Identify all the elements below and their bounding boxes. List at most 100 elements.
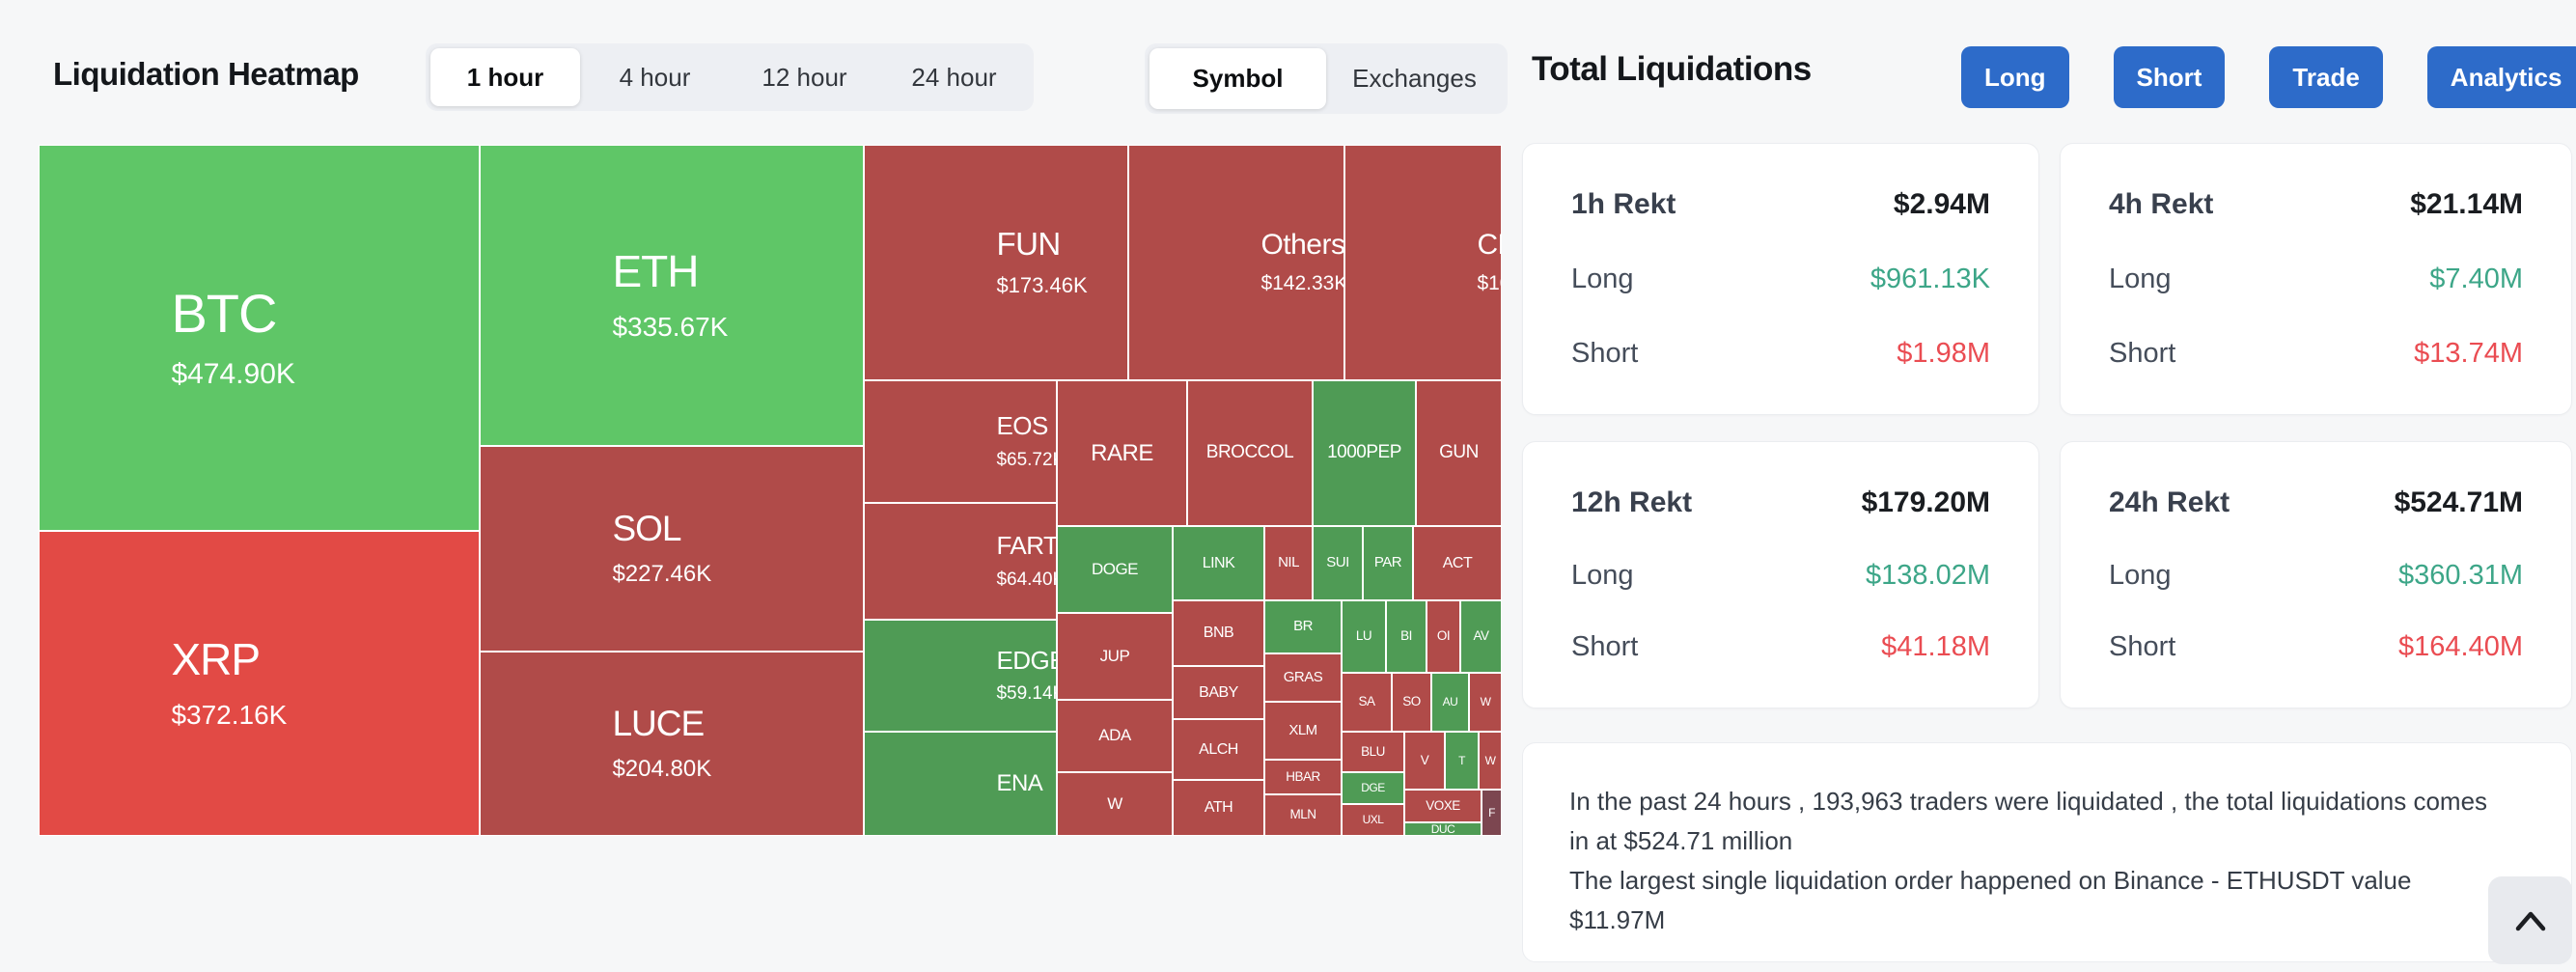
treemap-cell-ath[interactable]: ATH: [1173, 780, 1264, 836]
cell-label: DUC: [1430, 822, 1455, 836]
stats-cards: 1h Rekt $2.94M Long $961.13K Short $1.98M 4h R…: [1522, 143, 2572, 708]
treemap-cell-nil[interactable]: NIL: [1264, 526, 1313, 600]
cell-value: $65.72K: [996, 449, 1056, 470]
treemap-cell-blu[interactable]: BLU: [1342, 732, 1404, 772]
treemap-cell-fartcoin[interactable]: FARTCOIN $64.40K: [864, 503, 1057, 620]
card-row: Long $360.31M: [2109, 560, 2523, 592]
treemap-cell-bi[interactable]: BI: [1386, 600, 1426, 673]
view-tab-symbol[interactable]: Symbol: [1150, 48, 1326, 109]
treemap-cell-sol[interactable]: SOL $227.46K: [480, 446, 864, 652]
treemap-cell-eth[interactable]: ETH $335.67K: [480, 145, 864, 446]
summary-line: in at $524.71 million: [1569, 826, 1793, 855]
cell-label: DOGE: [1091, 559, 1139, 578]
cell-label: ETH: [612, 246, 699, 297]
cell-label: AV: [1473, 628, 1489, 644]
treemap-cell-ada[interactable]: ADA: [1056, 700, 1173, 772]
treemap-cell-w[interactable]: W: [1056, 771, 1173, 836]
treemap-cell-doge[interactable]: DOGE: [1056, 526, 1173, 613]
cell-value: $227.46K: [612, 561, 712, 588]
treemap-cell-others[interactable]: Others $142.33K: [1128, 145, 1344, 380]
treemap-cell-br[interactable]: BR: [1264, 600, 1342, 653]
treemap-cell-so[interactable]: SO: [1392, 672, 1431, 732]
treemap-cell-alch[interactable]: ALCH: [1173, 718, 1264, 780]
action-button-trade[interactable]: Trade: [2269, 46, 2383, 108]
action-button-short[interactable]: Short: [2113, 46, 2226, 108]
treemap-cell-sa[interactable]: SA: [1342, 672, 1392, 732]
action-button-long[interactable]: Long: [1961, 46, 2069, 108]
card-row: Long $138.02M: [1571, 560, 1990, 592]
time-tab-4-hour[interactable]: 4 hour: [619, 62, 691, 92]
total-liquidations-title: Total Liquidations: [1532, 50, 1812, 88]
cell-label: AU: [1442, 695, 1458, 708]
card-total-value: $524.71M: [2394, 486, 2523, 518]
scroll-top-button[interactable]: [2488, 876, 2572, 964]
treemap-cell-ena[interactable]: ENA: [864, 732, 1057, 836]
treemap-cell-sui[interactable]: SUI: [1313, 526, 1363, 600]
treemap-cell-au[interactable]: AU: [1431, 672, 1469, 732]
card-short-value: $41.18M: [1881, 631, 1990, 662]
cell-label: EOS: [996, 411, 1048, 441]
treemap-cell-rare[interactable]: RARE: [1056, 380, 1187, 526]
treemap-cell-broccol[interactable]: BROCCOL: [1187, 380, 1313, 526]
treemap-cell-1000pep[interactable]: 1000PEP: [1313, 380, 1416, 526]
treemap-cell-w[interactable]: W: [1479, 732, 1502, 790]
time-range-tabs: 1 hour 4 hour 12 hour 24 hour: [426, 43, 1034, 111]
cell-label: BI: [1400, 628, 1412, 644]
treemap-cell-baby[interactable]: BABY: [1173, 665, 1264, 719]
card-row: 24h Rekt $524.71M: [2109, 486, 2523, 519]
treemap-cell-xrp[interactable]: XRP $372.16K: [39, 531, 480, 836]
treemap-cell-v[interactable]: V: [1404, 732, 1445, 790]
treemap-cell-bnb[interactable]: BNB: [1173, 600, 1264, 666]
treemap-cell-gras[interactable]: GRAS: [1264, 653, 1342, 702]
cell-label: XRP: [171, 634, 261, 685]
time-tab-24-hour[interactable]: 24 hour: [911, 62, 997, 92]
treemap-cell-edge[interactable]: EDGE $59.14K: [864, 619, 1057, 732]
cell-label: RARE: [1091, 439, 1153, 466]
treemap-cell-voxe[interactable]: VOXE: [1404, 790, 1482, 822]
card-row: Long $7.40M: [2109, 264, 2523, 295]
treemap-cell-crv[interactable]: CRV $105.61K: [1344, 145, 1502, 380]
card-total-value: $21.14M: [2410, 188, 2523, 220]
card-long-label: Long: [1571, 559, 1634, 591]
card-long-label: Long: [2109, 559, 2172, 591]
treemap-cell-dge[interactable]: DGE: [1342, 771, 1404, 804]
view-tab-exchanges[interactable]: Exchanges: [1352, 64, 1477, 93]
time-tab-12-hour[interactable]: 12 hour: [762, 62, 847, 92]
cell-label: FARTCOIN: [996, 531, 1057, 561]
treemap-cell-luce[interactable]: LUCE $204.80K: [480, 652, 864, 836]
time-tab-1-hour[interactable]: 1 hour: [430, 48, 580, 106]
treemap-cell-fun[interactable]: FUN $173.46K: [864, 145, 1128, 380]
treemap-cell-av[interactable]: AV: [1460, 600, 1502, 673]
card-title: 1h Rekt: [1571, 188, 1676, 220]
treemap-cell-eos[interactable]: EOS $65.72K: [864, 380, 1057, 503]
card-long-label: Long: [2109, 264, 2172, 294]
treemap-cell-hbar[interactable]: HBAR: [1264, 760, 1342, 794]
card-short-label: Short: [2109, 338, 2176, 369]
treemap-cell-w[interactable]: W: [1469, 672, 1502, 732]
cell-label: BABY: [1199, 683, 1238, 701]
treemap-cell-act[interactable]: ACT: [1413, 526, 1502, 600]
cell-label: ATH: [1204, 799, 1233, 817]
treemap-cell-link[interactable]: LINK: [1173, 526, 1264, 600]
treemap-cell-uxl[interactable]: UXL: [1342, 804, 1404, 836]
treemap-cell-lu[interactable]: LU: [1342, 600, 1386, 673]
treemap-cell-jup[interactable]: JUP: [1056, 612, 1173, 700]
cell-label: MLN: [1289, 807, 1316, 822]
summary-line: The largest single liquidation order hap…: [1569, 866, 2412, 895]
cell-label: BR: [1293, 618, 1313, 635]
treemap-cell-oi[interactable]: OI: [1426, 600, 1460, 673]
cell-value: $335.67K: [612, 311, 729, 342]
treemap-cell-duc[interactable]: DUC: [1404, 822, 1482, 836]
cell-value: $64.40K: [996, 569, 1056, 590]
cell-value: $142.33K: [1260, 271, 1344, 294]
treemap-cell-xlm[interactable]: XLM: [1264, 702, 1342, 760]
treemap-cell-btc[interactable]: BTC $474.90K: [39, 145, 480, 531]
action-button-analytics[interactable]: Analytics: [2426, 46, 2576, 108]
treemap-cell-mln[interactable]: MLN: [1264, 794, 1342, 836]
cell-label: T: [1458, 753, 1465, 767]
treemap-cell-gun[interactable]: GUN: [1416, 380, 1502, 526]
treemap-cell-t[interactable]: T: [1445, 732, 1479, 790]
treemap-cell-f[interactable]: F: [1482, 790, 1502, 836]
treemap-cell-par[interactable]: PAR: [1363, 526, 1413, 600]
